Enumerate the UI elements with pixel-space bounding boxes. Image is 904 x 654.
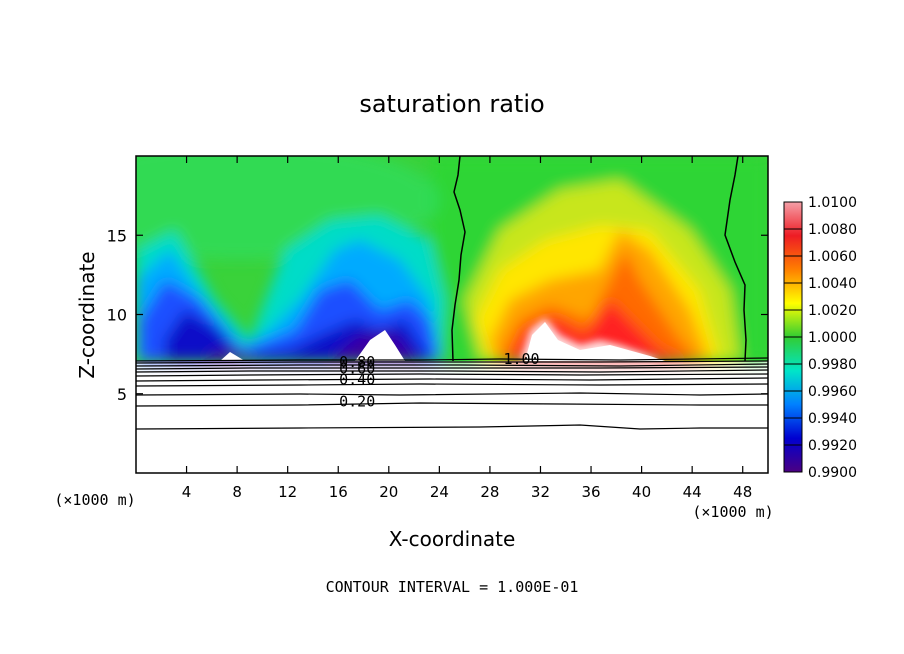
x-tick-label: 12	[278, 483, 297, 501]
x-tick-label: 48	[733, 483, 752, 501]
x-tick-label: 32	[531, 483, 550, 501]
y-axis-label: Z-coordinate	[75, 251, 99, 378]
chart-title: saturation ratio	[359, 90, 544, 118]
saturation-field	[136, 156, 768, 361]
colorbar: 1.0100 1.0080 1.0060 1.0040 1.0020 1.0000 0.99…	[783, 195, 857, 481]
colorbar-tick-label: 1.0100	[808, 195, 857, 211]
contour-interval-label: CONTOUR INTERVAL = 1.000E-01	[326, 578, 579, 596]
contour-label: 0.80	[339, 353, 375, 371]
colorbar-tick-label: 0.9960	[808, 384, 857, 400]
colorbar-tick-label: 0.9920	[808, 438, 857, 454]
x-tick-label: 36	[581, 483, 600, 501]
contour-label: 0.20	[339, 393, 375, 411]
colorbar-tick-label: 1.0040	[808, 276, 857, 292]
z-unit-label: (×1000 m)	[54, 491, 135, 509]
colorbar-tick-label: 0.9980	[808, 357, 857, 373]
x-tick-label: 40	[632, 483, 651, 501]
contour-unity	[451, 156, 747, 362]
y-tick-label: 15	[107, 226, 127, 245]
colorbar-tick-label: 0.9900	[808, 465, 857, 481]
y-axis: 5 10 15	[107, 226, 768, 404]
contour-label: 0.60	[339, 359, 375, 377]
y-tick-label: 10	[107, 306, 127, 325]
x-tick-label: 20	[379, 483, 398, 501]
colorbar-tick-label: 1.0060	[808, 249, 857, 265]
colorbar-tick-label: 1.0020	[808, 303, 857, 319]
x-axis-label: X-coordinate	[389, 527, 516, 551]
plot-area	[136, 156, 768, 473]
colorbar-tick-label: 1.0080	[808, 222, 857, 238]
x-tick-label: 44	[683, 483, 702, 501]
y-tick-label: 5	[117, 385, 127, 404]
x-tick-label: 4	[182, 483, 192, 501]
x-tick-label: 28	[480, 483, 499, 501]
colorbar-tick-label: 1.0000	[808, 330, 857, 346]
x-unit-label: (×1000 m)	[692, 503, 773, 521]
contour-label: 1.00	[503, 350, 539, 368]
contour-lines	[136, 357, 768, 430]
x-tick-label: 16	[329, 483, 348, 501]
contour-label: 0.40	[339, 370, 375, 388]
x-tick-label: 24	[430, 483, 449, 501]
x-tick-label: 8	[232, 483, 242, 501]
colorbar-tick-label: 0.9940	[808, 411, 857, 427]
contour-labels: 0.800.600.40 0.20 1.00	[339, 350, 539, 411]
x-axis: 4 8 12 16 20 24 28 32 36 40 44 48	[182, 156, 752, 501]
